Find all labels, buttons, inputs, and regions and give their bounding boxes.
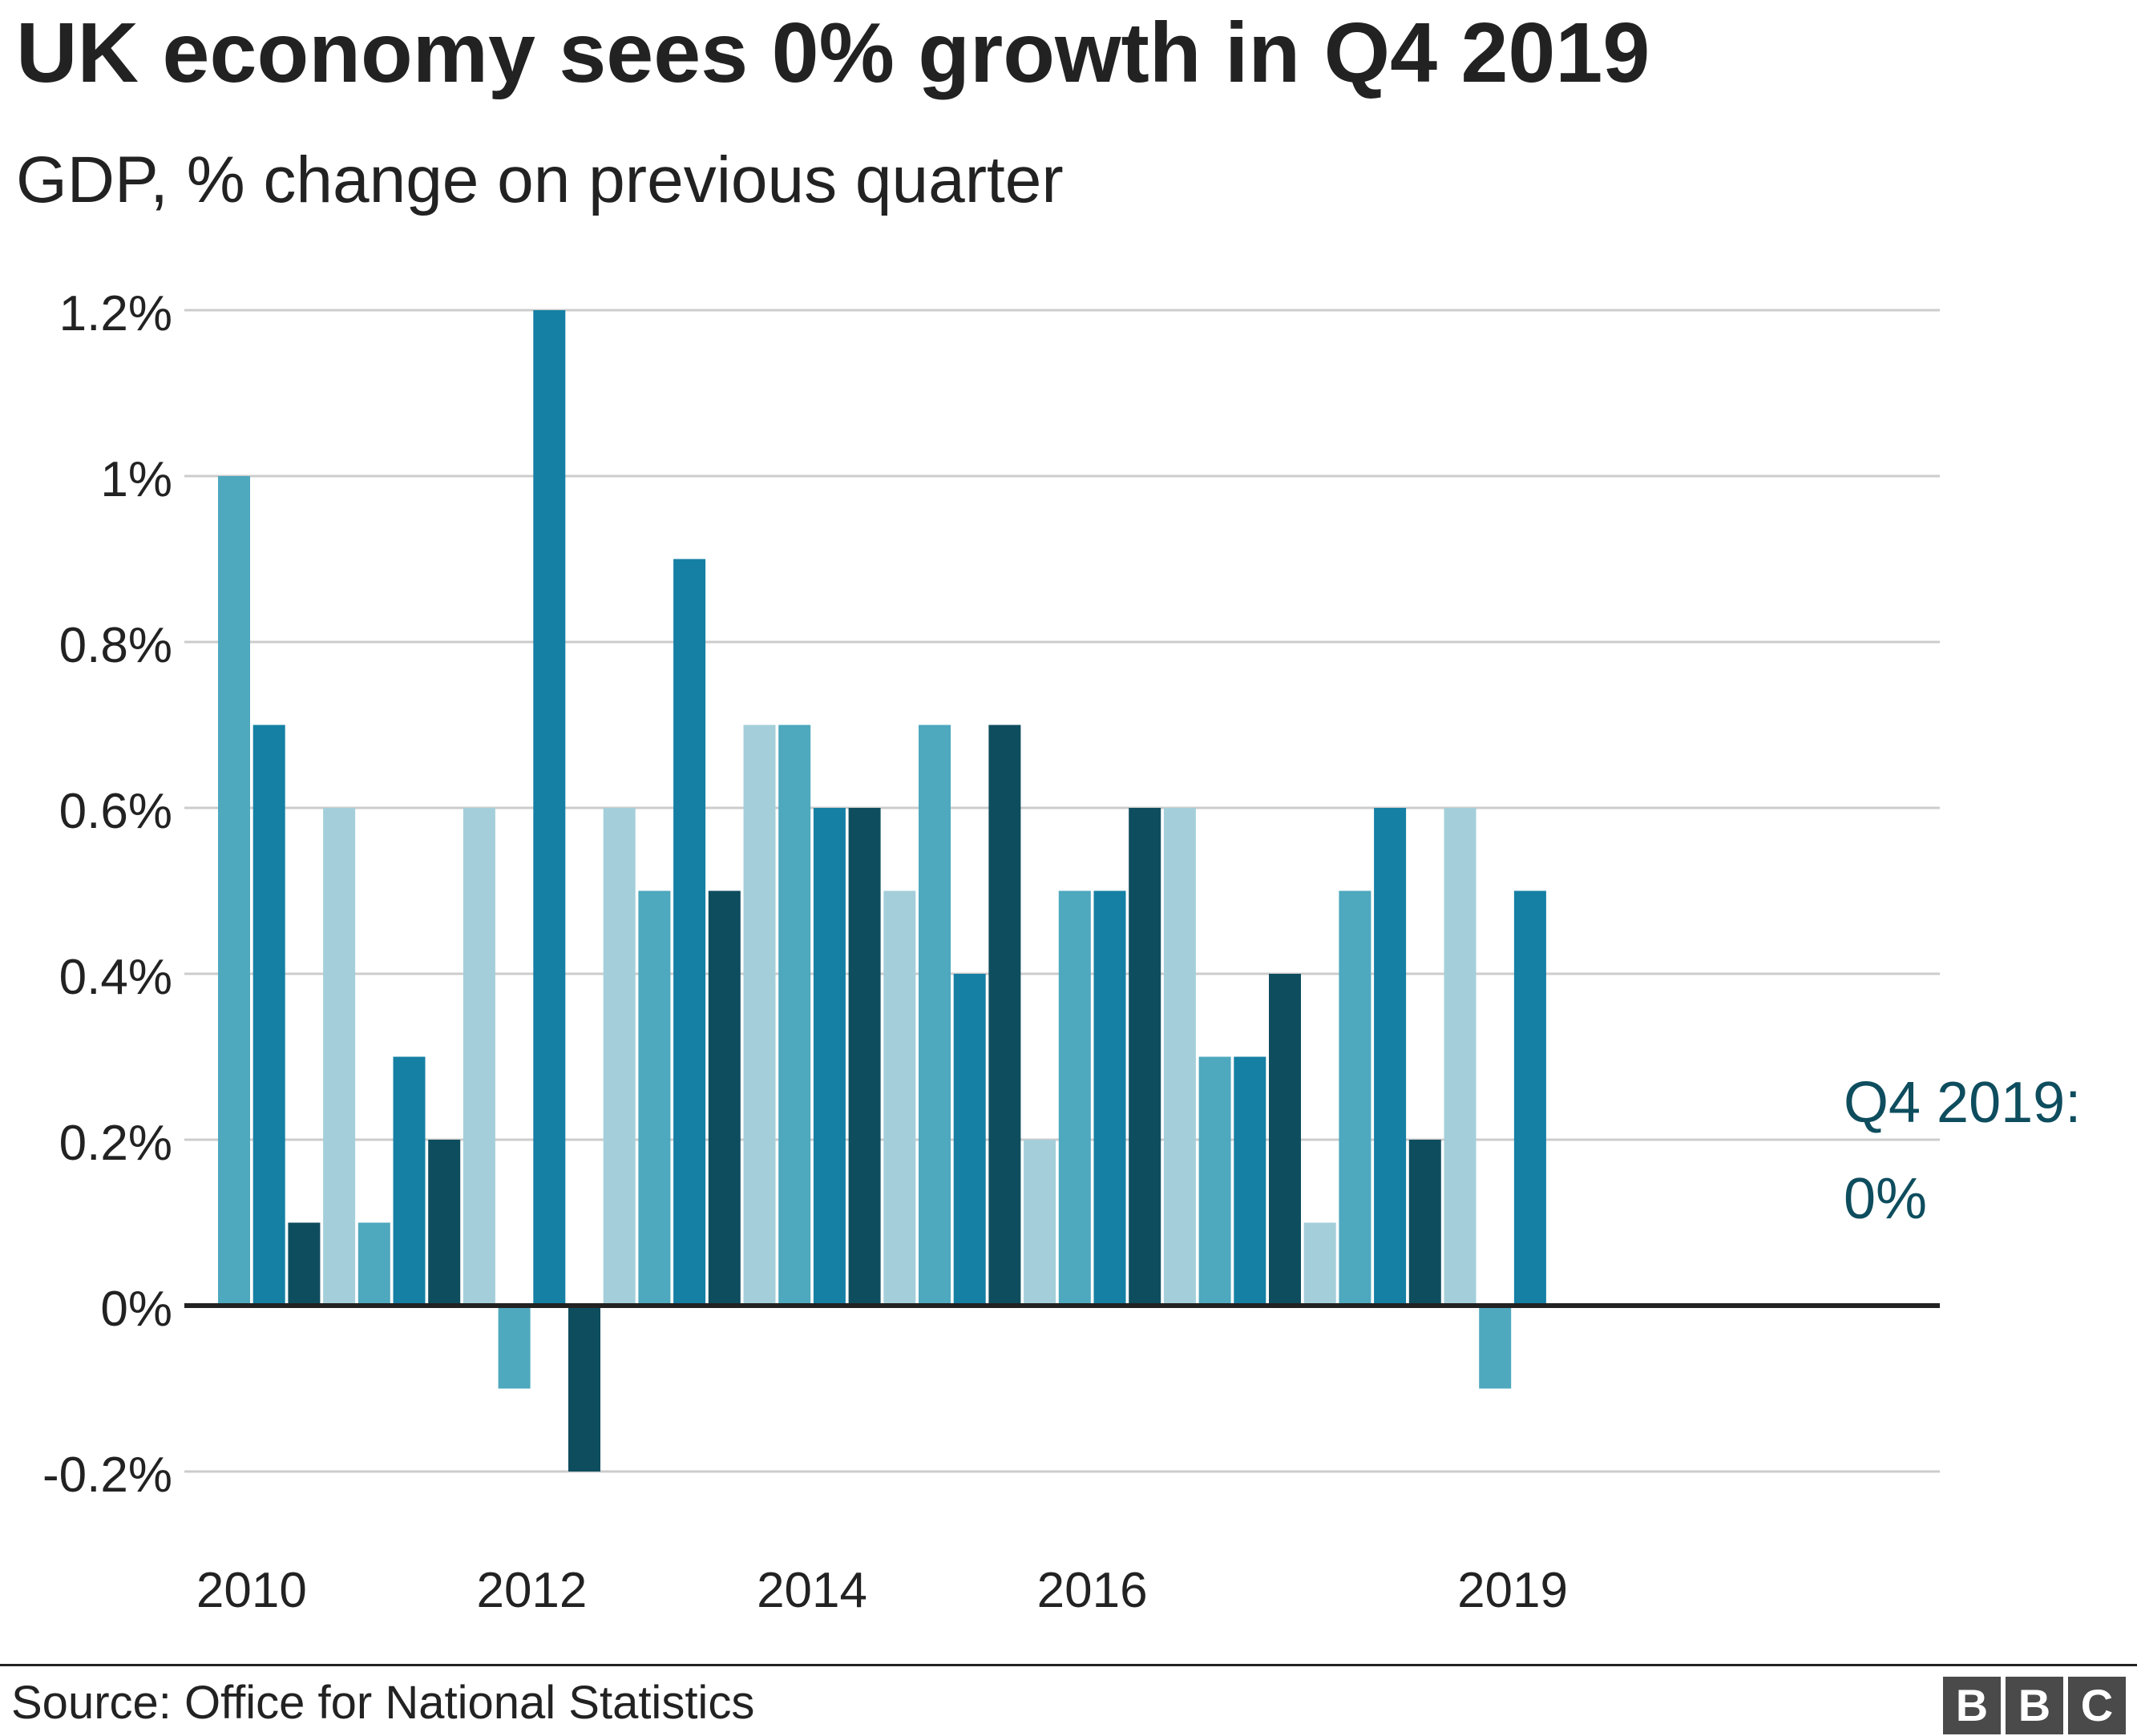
- x-tick-label: 2012: [476, 1563, 587, 1618]
- bar: [953, 974, 986, 1306]
- bar: [1513, 890, 1546, 1306]
- bar: [638, 890, 671, 1306]
- x-tick-label: 2019: [1457, 1563, 1568, 1618]
- y-tick-label: 0.4%: [59, 950, 172, 1005]
- bar: [1374, 808, 1407, 1306]
- chart-title: UK economy sees 0% growth in Q4 2019: [16, 6, 1650, 100]
- bar: [498, 1306, 531, 1389]
- bar: [673, 559, 706, 1306]
- annotation-line1: Q4 2019:: [1844, 1071, 2081, 1135]
- bar: [1339, 890, 1371, 1306]
- bar: [1269, 974, 1301, 1306]
- bar: [708, 890, 741, 1306]
- bar: [1234, 1056, 1266, 1306]
- bar: [428, 1140, 461, 1306]
- bar: [743, 725, 776, 1306]
- bar: [358, 1222, 390, 1306]
- bar: [813, 808, 846, 1306]
- y-tick-label: 0.6%: [59, 784, 172, 839]
- bar: [1058, 890, 1091, 1306]
- y-tick-label: -0.2%: [42, 1447, 172, 1503]
- bar: [1479, 1306, 1512, 1389]
- chart-subtitle: GDP, % change on previous quarter: [16, 143, 1064, 216]
- bars: [218, 310, 1546, 1472]
- x-tick-label: 2016: [1037, 1563, 1148, 1618]
- logo-letter: C: [2068, 1677, 2126, 1734]
- footer-divider: [0, 1664, 2137, 1666]
- bar: [1408, 1140, 1441, 1306]
- x-tick-label: 2010: [196, 1563, 307, 1618]
- bar: [919, 725, 951, 1306]
- annotation-value: 0%: [1844, 1167, 1927, 1231]
- bar: [1198, 1056, 1231, 1306]
- bar: [393, 1056, 426, 1306]
- bar: [288, 1222, 321, 1306]
- bar: [988, 725, 1021, 1306]
- bar: [463, 808, 495, 1306]
- bar: [533, 310, 566, 1306]
- y-axis-ticks: -0.2% 0% 0.2% 0.4% 0.6% 0.8% 1% 1.2%: [42, 286, 172, 1503]
- x-axis-ticks: 2010 2012 2014 2016 2019: [196, 1563, 1568, 1618]
- bar: [252, 725, 285, 1306]
- y-tick-label: 1%: [100, 452, 172, 507]
- bbc-logo: B B C: [1943, 1677, 2126, 1734]
- bar: [1444, 808, 1477, 1306]
- logo-letter: B: [2006, 1677, 2063, 1734]
- y-tick-label: 0%: [100, 1282, 172, 1337]
- source-note: Source: Office for National Statistics: [11, 1677, 755, 1729]
- bar: [883, 890, 916, 1306]
- bar: [1163, 808, 1196, 1306]
- bar: [1303, 1222, 1336, 1306]
- bar: [1093, 890, 1126, 1306]
- bar: [848, 808, 881, 1306]
- x-tick-label: 2014: [757, 1563, 867, 1618]
- y-tick-label: 1.2%: [59, 286, 172, 341]
- bar-chart: -0.2%0%0.2%0.4%0.6%0.8%1%1.2% 2010 2012 20…: [42, 286, 2081, 1618]
- y-tick-label: 0.8%: [59, 618, 172, 673]
- logo-letter: B: [1943, 1677, 2001, 1734]
- bar: [778, 725, 811, 1306]
- y-tick-label: 0.2%: [59, 1116, 172, 1171]
- bar: [568, 1306, 600, 1472]
- bar: [323, 808, 356, 1306]
- bar: [1129, 808, 1161, 1306]
- bar: [1024, 1140, 1056, 1306]
- bar: [218, 476, 250, 1306]
- bar: [603, 808, 636, 1306]
